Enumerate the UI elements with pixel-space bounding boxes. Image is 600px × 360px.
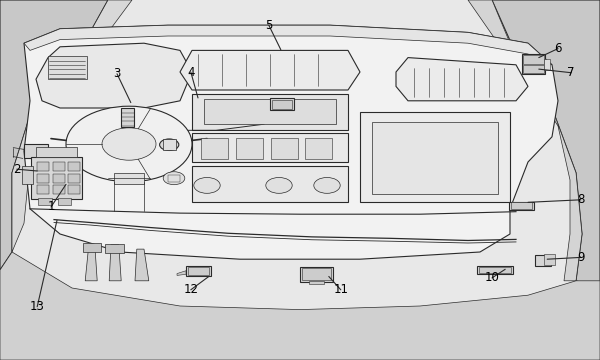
Bar [523, 65, 544, 73]
Bar [309, 281, 324, 284]
Bar [53, 162, 65, 171]
Bar [511, 202, 532, 209]
Polygon shape [492, 0, 600, 288]
Bar [544, 59, 550, 70]
Bar [270, 98, 294, 110]
Bar [544, 254, 555, 265]
Bar [302, 268, 331, 280]
Bar [68, 174, 80, 183]
Text: 5: 5 [265, 19, 272, 32]
Polygon shape [135, 249, 149, 281]
Bar [188, 267, 209, 275]
Bar [24, 144, 48, 158]
Bar [53, 174, 65, 183]
Polygon shape [12, 0, 132, 252]
Bar [204, 99, 336, 124]
Bar [479, 267, 511, 273]
Polygon shape [468, 0, 582, 281]
Circle shape [102, 128, 156, 160]
Text: 13: 13 [30, 300, 44, 313]
Bar [22, 166, 33, 184]
Polygon shape [396, 58, 528, 101]
Polygon shape [36, 43, 192, 108]
Text: 12: 12 [184, 283, 198, 296]
Bar [186, 266, 211, 276]
Bar [37, 162, 49, 171]
Bar [201, 138, 228, 159]
Bar [523, 55, 544, 64]
Text: 2: 2 [13, 163, 20, 176]
Bar [83, 243, 101, 252]
Bar [168, 175, 180, 182]
Circle shape [314, 177, 340, 193]
Bar [272, 100, 292, 109]
Bar [163, 139, 176, 150]
Text: 6: 6 [554, 42, 562, 55]
Circle shape [266, 177, 292, 193]
Text: 1: 1 [47, 201, 55, 213]
Bar [38, 198, 52, 205]
Text: 8: 8 [577, 193, 584, 206]
Circle shape [66, 106, 192, 182]
Bar [114, 173, 144, 184]
Polygon shape [24, 25, 552, 65]
Polygon shape [0, 0, 108, 270]
Text: 10: 10 [485, 271, 499, 284]
Polygon shape [177, 271, 186, 275]
Text: 4: 4 [187, 66, 194, 78]
Polygon shape [85, 245, 97, 281]
Bar [53, 185, 65, 194]
Bar [360, 112, 510, 202]
Polygon shape [180, 50, 360, 90]
Bar [37, 185, 49, 194]
Bar [37, 174, 49, 183]
Text: 7: 7 [568, 66, 575, 79]
Bar [535, 255, 551, 266]
Bar [105, 244, 124, 253]
Bar [192, 94, 348, 130]
Bar [300, 267, 333, 282]
Polygon shape [24, 25, 558, 259]
Polygon shape [0, 252, 600, 360]
Circle shape [194, 177, 220, 193]
Bar [477, 266, 513, 274]
Bar [36, 147, 77, 157]
Text: 3: 3 [113, 67, 121, 80]
Bar [236, 138, 263, 159]
Circle shape [163, 172, 185, 185]
Bar [58, 198, 71, 205]
Polygon shape [109, 245, 121, 281]
Text: 9: 9 [577, 251, 584, 264]
Bar [271, 138, 298, 159]
Bar [305, 138, 332, 159]
Bar [68, 185, 80, 194]
Bar [192, 166, 348, 202]
Bar [509, 202, 534, 210]
Bar [48, 56, 87, 79]
Bar [121, 108, 134, 127]
Bar [68, 162, 80, 171]
Text: 11: 11 [334, 283, 348, 296]
Bar [522, 54, 545, 74]
Bar [192, 133, 348, 162]
Circle shape [160, 139, 179, 150]
Bar [31, 157, 82, 199]
Bar [372, 122, 498, 194]
